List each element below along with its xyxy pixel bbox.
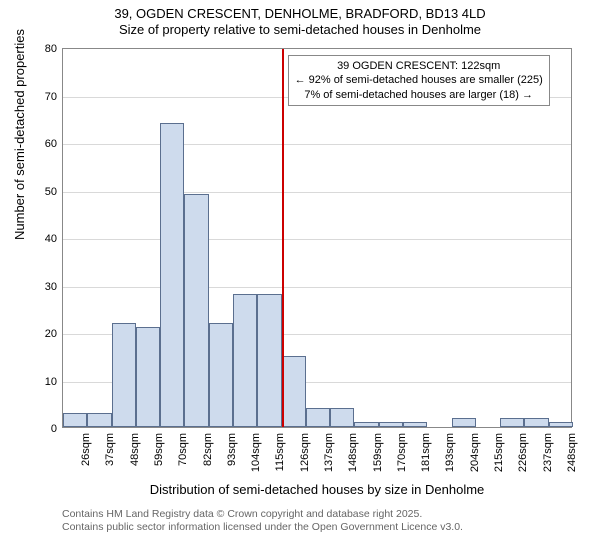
- histogram-bar: [160, 123, 184, 427]
- histogram-bar: [354, 422, 378, 427]
- histogram-bar: [549, 422, 573, 427]
- x-tick-label: 48sqm: [129, 433, 141, 466]
- x-tick-label: 37sqm: [104, 433, 116, 466]
- histogram-bar: [306, 408, 330, 427]
- histogram-bar: [184, 194, 208, 427]
- histogram-bar: [452, 418, 476, 428]
- x-tick-label: 104sqm: [250, 433, 262, 472]
- gridline: [63, 287, 571, 288]
- y-tick-label: 50: [45, 186, 63, 198]
- title-line1: 39, OGDEN CRESCENT, DENHOLME, BRADFORD, …: [0, 6, 600, 22]
- gridline: [63, 144, 571, 145]
- y-tick-label: 80: [45, 43, 63, 55]
- histogram-bar: [63, 413, 87, 427]
- x-tick-label: 148sqm: [347, 433, 359, 472]
- title-line2: Size of property relative to semi-detach…: [0, 22, 600, 38]
- x-tick-label: 193sqm: [444, 433, 456, 472]
- histogram-bar: [257, 294, 281, 427]
- histogram-bar: [136, 327, 160, 427]
- histogram-chart: 0102030405060708026sqm37sqm48sqm59sqm70s…: [62, 48, 572, 428]
- y-tick-label: 70: [45, 91, 63, 103]
- y-tick-label: 60: [45, 138, 63, 150]
- x-tick-label: 237sqm: [542, 433, 554, 472]
- x-tick-label: 248sqm: [566, 433, 578, 472]
- annotation-line: 39 OGDEN CRESCENT: 122sqm: [295, 59, 543, 73]
- histogram-bar: [330, 408, 354, 427]
- x-tick-label: 115sqm: [274, 433, 286, 471]
- attribution-footer: Contains HM Land Registry data © Crown c…: [62, 508, 463, 534]
- footer-line1: Contains HM Land Registry data © Crown c…: [62, 508, 463, 521]
- gridline: [63, 192, 571, 193]
- x-tick-label: 204sqm: [469, 433, 481, 472]
- x-tick-label: 215sqm: [493, 433, 505, 472]
- reference-line: [282, 49, 284, 427]
- x-tick-label: 137sqm: [323, 433, 335, 472]
- x-tick-label: 93sqm: [226, 433, 238, 466]
- y-tick-label: 0: [51, 423, 63, 435]
- x-tick-label: 26sqm: [80, 433, 92, 466]
- x-tick-label: 170sqm: [396, 433, 408, 472]
- x-axis-title: Distribution of semi-detached houses by …: [62, 482, 572, 497]
- histogram-bar: [233, 294, 257, 427]
- histogram-bar: [379, 422, 403, 427]
- y-axis-title: Number of semi-detached properties: [12, 29, 27, 240]
- y-tick-label: 20: [45, 328, 63, 340]
- annotation-box: 39 OGDEN CRESCENT: 122sqm← 92% of semi-d…: [288, 55, 550, 106]
- annotation-line: ← 92% of semi-detached houses are smalle…: [295, 73, 543, 87]
- histogram-bar: [209, 323, 233, 428]
- gridline: [63, 239, 571, 240]
- y-tick-label: 10: [45, 376, 63, 388]
- histogram-bar: [500, 418, 524, 428]
- x-tick-label: 126sqm: [299, 433, 311, 472]
- x-tick-label: 181sqm: [420, 433, 432, 472]
- histogram-bar: [112, 323, 136, 428]
- x-tick-label: 226sqm: [517, 433, 529, 472]
- y-tick-label: 30: [45, 281, 63, 293]
- x-tick-label: 59sqm: [153, 433, 165, 466]
- histogram-bar: [524, 418, 548, 428]
- x-tick-label: 159sqm: [372, 433, 384, 472]
- footer-line2: Contains public sector information licen…: [62, 521, 463, 534]
- plot-area: 0102030405060708026sqm37sqm48sqm59sqm70s…: [62, 48, 572, 428]
- x-tick-label: 82sqm: [202, 433, 214, 466]
- annotation-line: 7% of semi-detached houses are larger (1…: [295, 88, 543, 102]
- x-tick-label: 70sqm: [177, 433, 189, 466]
- histogram-bar: [282, 356, 306, 427]
- y-tick-label: 40: [45, 233, 63, 245]
- histogram-bar: [87, 413, 111, 427]
- histogram-bar: [403, 422, 427, 427]
